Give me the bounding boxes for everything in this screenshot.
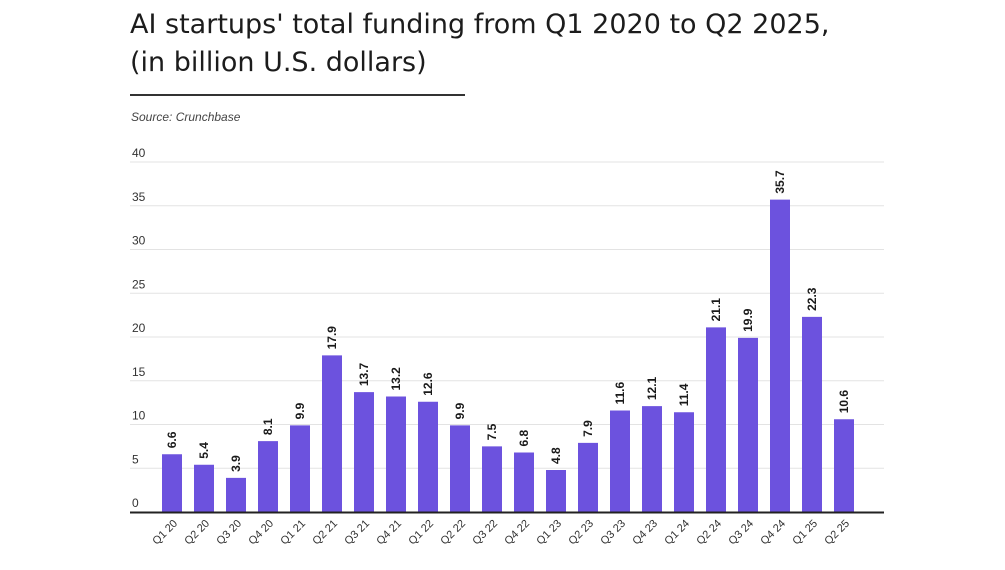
data-label: 12.6 [421, 372, 435, 396]
data-label: 6.6 [165, 431, 179, 448]
bar [354, 392, 374, 512]
x-axis-ticks: Q1 20 Q2 20 Q3 20 Q4 20 Q1 21 Q2 21 Q3 21 Q4 21… [150, 518, 852, 548]
chart-title-line-1: AI startups' total funding from Q1 2020 … [130, 9, 830, 40]
x-tick-label: Q4 23 [630, 518, 660, 548]
x-tick-label: Q1 24 [662, 518, 692, 548]
data-label: 9.9 [453, 402, 467, 419]
bar [418, 401, 438, 512]
chart-title-line-2: (in billion U.S. dollars) [130, 47, 427, 78]
data-label: 12.1 [645, 376, 659, 400]
bar [450, 425, 470, 512]
bar [194, 464, 214, 512]
title-divider [130, 94, 465, 96]
data-label: 3.9 [229, 455, 243, 472]
x-tick-label: Q1 21 [278, 518, 308, 548]
bar [386, 396, 406, 512]
y-tick-label: 15 [132, 365, 146, 379]
x-tick-label: Q1 25 [790, 518, 820, 548]
x-tick-label: Q2 24 [694, 518, 724, 548]
bar [290, 425, 310, 512]
bar [738, 337, 758, 512]
y-tick-label: 40 [132, 146, 146, 160]
chart-title: AI startups' total funding from Q1 2020 … [130, 6, 890, 82]
source-note: Source: Crunchbase [131, 110, 241, 124]
data-label: 6.8 [517, 429, 531, 446]
bar [258, 441, 278, 512]
bar [226, 477, 246, 512]
data-label: 22.3 [805, 287, 819, 311]
x-tick-label: Q2 25 [822, 518, 852, 548]
bar [642, 406, 662, 512]
data-labels: 6.6 5.4 3.9 8.1 9.9 17.9 13.7 13.2 12.6 9.9 7.5 6.8… [165, 170, 851, 472]
x-tick-label: Q2 22 [438, 518, 468, 548]
x-tick-label: Q4 22 [502, 518, 532, 548]
bar [578, 442, 598, 512]
data-label: 5.4 [197, 442, 211, 459]
data-label: 35.7 [773, 170, 787, 194]
data-label: 17.9 [325, 326, 339, 350]
x-tick-label: Q3 24 [726, 518, 756, 548]
bar [706, 327, 726, 512]
x-tick-label: Q3 22 [470, 518, 500, 548]
x-tick-label: Q4 21 [374, 518, 404, 548]
bar [482, 446, 502, 512]
x-tick-label: Q1 20 [150, 518, 180, 548]
gridlines [130, 161, 884, 469]
y-tick-label: 30 [132, 234, 146, 248]
bar [162, 454, 182, 512]
x-tick-label: Q3 23 [598, 518, 628, 548]
x-tick-label: Q2 20 [182, 518, 212, 548]
bar [770, 199, 790, 512]
data-label: 7.5 [485, 423, 499, 440]
x-tick-label: Q4 24 [758, 518, 788, 548]
y-tick-label: 5 [132, 452, 139, 466]
data-label: 21.1 [709, 298, 723, 322]
x-tick-label: Q1 23 [534, 518, 564, 548]
x-tick-label: Q4 20 [246, 518, 276, 548]
data-label: 11.6 [613, 381, 627, 404]
y-tick-label: 25 [132, 277, 146, 291]
data-label: 10.6 [837, 390, 851, 414]
data-label: 19.9 [741, 308, 755, 332]
data-label: 13.7 [357, 362, 371, 386]
bar [610, 410, 630, 512]
data-label: 9.9 [293, 402, 307, 419]
x-tick-label: Q2 23 [566, 518, 596, 548]
data-label: 4.8 [549, 447, 563, 464]
x-tick-label: Q3 21 [342, 518, 372, 548]
data-label: 7.9 [581, 420, 595, 437]
y-tick-label: 20 [132, 321, 146, 335]
bars [162, 199, 854, 512]
y-tick-label: 10 [132, 409, 146, 423]
data-label: 8.1 [261, 418, 275, 435]
data-label: 11.4 [677, 383, 691, 406]
x-tick-label: Q3 20 [214, 518, 244, 548]
x-tick-label: Q1 22 [406, 518, 436, 548]
bar [322, 355, 342, 512]
bar [514, 452, 534, 512]
data-label: 13.2 [389, 367, 403, 391]
bar [546, 470, 566, 512]
bar [802, 316, 822, 512]
y-tick-label: 0 [132, 496, 139, 510]
bar [834, 419, 854, 512]
y-tick-label: 35 [132, 190, 146, 204]
bar [674, 412, 694, 512]
y-axis-ticks: 0 5 10 15 20 25 30 35 40 [132, 146, 146, 510]
x-tick-label: Q2 21 [310, 518, 340, 548]
